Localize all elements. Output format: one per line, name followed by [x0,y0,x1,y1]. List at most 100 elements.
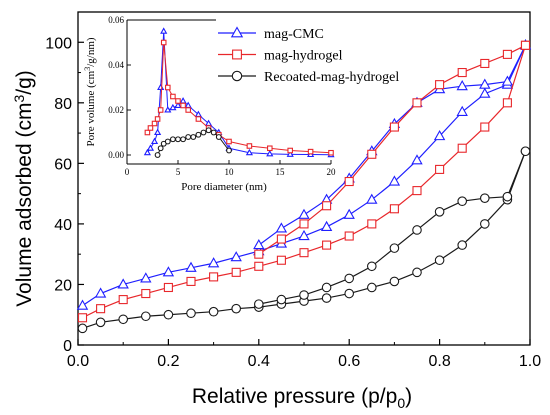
recoated-mag-hydrogel-adsorption-point [163,309,174,320]
inset-mag-hydrogel-point [144,129,151,136]
mag-cmc-adsorption-point [140,272,152,283]
recoated-mag-hydrogel-desorption-point [253,299,264,309]
mag-cmc-desorption-point [501,75,514,86]
x-axis-title: Relative pressure (p/p0) [192,385,412,411]
inset-recoated-mag-hydrogel-point [157,145,164,152]
inset-background [126,19,210,143]
inset-mag-hydrogel-point [147,125,154,131]
mag-hydrogel-adsorption-point [276,255,286,265]
mag-hydrogel-adsorption-point [435,164,445,174]
inset-recoated-mag-hydrogel-point [164,138,171,145]
inset-mag-hydrogel-point [328,149,334,156]
recoated-mag-hydrogel-desorption-point [366,261,377,272]
mag-hydrogel-desorption-point [254,249,264,259]
x-tick-label: 0.8 [428,353,450,370]
inset-recoated-mag-hydrogel-point [180,136,187,143]
mag-cmc-adsorption-point [366,193,378,204]
y-tick-label: 80 [54,96,72,113]
inset-mag-cmc-point [154,128,162,136]
inset-mag-cmc-point [266,149,274,157]
recoated-mag-hydrogel-desorption-point [344,273,355,284]
mag-cmc-adsorption-point [298,229,310,241]
inset-mag-cmc-point [160,27,168,34]
inset-mag-hydrogel-point [160,39,167,46]
mag-hydrogel-desorption-point [299,219,309,229]
mag-cmc-desorption-point [275,222,288,233]
inset-recoated-mag-hydrogel-point [226,147,232,154]
y-tick-label: 40 [54,217,72,234]
inset-x-tick-label: 0 [125,167,130,177]
mag-hydrogel-adsorption-point [502,98,512,108]
inset-x-tick-label: 20 [327,167,337,177]
mag-cmc-adsorption-point [411,154,423,165]
mag-cmc-adsorption-point [230,251,242,262]
inset-plot-area: 0 5 10 15 20 0.00 0.02 0.04 0.06 Pore diameter (n… [83,15,336,193]
inset-mag-cmc-point [286,150,294,157]
mag-hydrogel-adsorption-point [186,276,196,286]
mag-hydrogel-adsorption-point [344,231,354,241]
inset-y-tick-label: 0.04 [108,60,124,70]
mag-hydrogel-desorption-point [480,58,490,69]
inset-y-axis-title: Pore volume (cm3/g/nm) [83,37,97,146]
inset-recoated-mag-hydrogel-point [205,127,212,134]
inset-x-tick-label: 10 [225,167,235,177]
inset-mag-hydrogel-point [154,116,161,122]
mag-hydrogel-adsorption-point [77,313,88,323]
inset-mag-hydrogel-point [170,93,176,100]
inset-mag-cmc-point [174,101,182,109]
inset-y-tick-label: 0.00 [108,150,124,160]
mag-hydrogel-adsorption-point [322,240,332,250]
mag-hydrogel-adsorption-point [457,143,467,153]
mag-cmc-adsorption-point [433,129,446,141]
legend-label: Recoated-mag-hydrogel [264,70,399,85]
x-tick-label: 0.4 [248,353,270,370]
inset-mag-cmc-point [150,137,159,145]
inset-mag-hydrogel-point [307,148,314,155]
recoated-mag-hydrogel-desorption-point [389,243,400,253]
y-axis-title: Volume adsorbed (cm3/g) [11,70,36,307]
mag-cmc-desorption-point [298,208,310,219]
legend: mag-CMC mag-hydrogel Recoated-mag-hydrogel [218,26,399,85]
legend-label: mag-hydrogel [264,49,343,64]
y-tick-label: 0 [63,338,72,355]
recoated-mag-hydrogel-adsorption-point [434,255,445,266]
inset-mag-hydrogel-point [287,147,293,154]
legend-marker [232,49,242,60]
inset-mag-hydrogel-point [195,116,202,122]
mag-hydrogel-desorption-point [520,40,531,50]
mag-hydrogel-desorption-point [502,49,512,59]
inset-recoated-mag-hydrogel-point [210,129,217,136]
inset-recoated-mag-hydrogel-point [185,134,192,140]
recoated-mag-hydrogel-adsorption-point [479,219,490,229]
mag-hydrogel-desorption-point [276,234,286,244]
recoated-mag-hydrogel-desorption-point [502,191,513,202]
inset-recoated-mag-hydrogel-point [195,131,202,138]
mag-hydrogel-adsorption-point [299,248,309,258]
inset-mag-hydrogel-point [165,84,171,91]
inset-mag-cmc-point [245,148,253,156]
recoated-mag-hydrogel-adsorption-point [457,240,468,250]
inset-mag-cmc-point [146,144,155,151]
y-tick-label: 60 [54,156,72,173]
mag-cmc-adsorption-point [117,278,129,289]
mag-cmc-adsorption-point [388,175,401,186]
mag-cmc-adsorption-point [76,299,89,310]
inset-mag-cmc-point [169,103,177,111]
mag-cmc-adsorption-point [207,257,220,268]
mag-cmc-adsorption-point [162,266,175,277]
recoated-mag-hydrogel-adsorption-point [141,311,151,322]
mag-cmc-adsorption-point [320,220,333,231]
mag-cmc-adsorption-point [343,208,355,219]
recoated-mag-hydrogel-adsorption-point [231,303,241,314]
inset-recoated-mag-hydrogel-point [175,136,181,143]
inset-recoated-mag-hydrogel-point [154,152,161,158]
inset-y-tick-label: 0.06 [108,15,124,25]
mag-hydrogel-adsorption-point [96,304,106,314]
recoated-mag-hydrogel-adsorption-point [95,317,106,328]
recoated-mag-hydrogel-desorption-point [299,290,309,300]
inset-x-axis-title: Pore diameter (nm) [181,181,267,193]
mag-hydrogel-desorption-point [457,67,467,78]
recoated-mag-hydrogel-adsorption-point [77,323,88,334]
inset-mag-hydrogel-point [185,107,191,113]
